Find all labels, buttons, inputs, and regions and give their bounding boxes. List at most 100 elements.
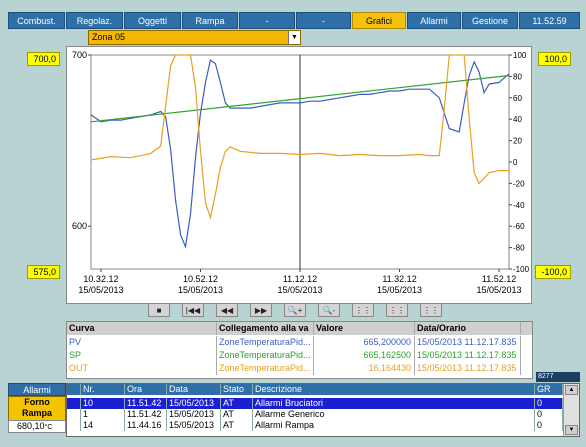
legend-curva: PV: [67, 336, 217, 349]
move-axis-button[interactable]: ⋮⋮: [386, 303, 408, 317]
alarm-ora: 11.51.42: [125, 409, 167, 420]
alarm-header-gr[interactable]: GR: [535, 384, 563, 395]
x-tick-date: 15/05/2013: [377, 285, 422, 295]
forward-button[interactable]: ▶▶: [250, 303, 272, 317]
alarm-header-descrizione[interactable]: Descrizione: [253, 384, 535, 395]
legend-header-time[interactable]: Data/Orario: [415, 322, 521, 335]
legend-value: 665,200000: [314, 336, 415, 349]
scroll-down-icon[interactable]: ▼: [565, 425, 578, 435]
alarm-descrizione: Allarmi Bruciatori: [253, 398, 535, 409]
alarm-header-ora[interactable]: Ora: [125, 384, 167, 395]
legend-value: 16,164430: [314, 362, 415, 375]
x-tick-date: 15/05/2013: [78, 285, 123, 295]
alarm-header-flag: [67, 384, 81, 395]
left-tick-label: 700: [72, 50, 87, 60]
alarm-header-row: Nr. Ora Data Stato Descrizione GR: [67, 384, 563, 395]
alarm-row[interactable]: 10 11.51.42 15/05/2013 AT Allarmi Brucia…: [67, 398, 563, 409]
tab-gestione[interactable]: Gestione: [462, 12, 518, 29]
tab-allarmi[interactable]: Allarmi: [407, 12, 461, 29]
x-tick-time: 11.52.12: [482, 274, 516, 284]
legend-header-curva[interactable]: Curva: [67, 322, 217, 335]
tab-combust[interactable]: Combust.: [8, 12, 65, 29]
right-tick-label: 60: [513, 94, 522, 103]
alarm-row[interactable]: 14 11.44.16 15/05/2013 AT Allarmi Rampa …: [67, 420, 563, 431]
alarm-nr: 1: [81, 409, 125, 420]
furnace-temp-unit: °C: [44, 424, 53, 431]
alarm-stato: AT: [221, 398, 253, 409]
series-line-pv: [90, 59, 510, 249]
right-tick-label: -80: [513, 244, 525, 253]
curve-legend-table: Curva Collegamento alla va Valore Data/O…: [66, 321, 533, 379]
legend-header-value[interactable]: Valore: [314, 322, 415, 335]
zone-dropdown[interactable]: Zona 05 ▼: [88, 30, 301, 45]
alarm-scrollbar[interactable]: ▲ ▼: [563, 384, 579, 436]
legend-link: ZoneTemperaturaPid...: [217, 336, 314, 349]
first-button[interactable]: |◀◀: [182, 303, 204, 317]
tab-empty-1[interactable]: -: [239, 12, 295, 29]
alarm-header-stato[interactable]: Stato: [221, 384, 253, 395]
right-tick-label: -100: [513, 265, 530, 274]
tab-grafici[interactable]: Grafici: [352, 12, 406, 29]
legend-header-link[interactable]: Collegamento alla va: [217, 322, 314, 335]
series-line-sp: [90, 74, 510, 123]
x-tick-time: 11.32.12: [382, 274, 416, 284]
x-tick-time: 11.12.12: [283, 274, 317, 284]
right-axis-max-box[interactable]: 100,0: [538, 52, 571, 66]
legend-curva: OUT: [67, 362, 217, 375]
ramp-label: Rampa: [21, 408, 52, 418]
left-axis-min-box[interactable]: 575,0: [27, 265, 60, 279]
trend-chart-svg: 700 600 100 80 60 40 20 0 -20 -40 -60 -80 -100 10.32.…: [72, 50, 530, 295]
alarm-tab-button[interactable]: Allarmi: [8, 383, 66, 396]
legend-header-row: Curva Collegamento alla va Valore Data/O…: [67, 322, 532, 335]
right-tick-label: -20: [513, 179, 525, 188]
tab-oggetti[interactable]: Oggetti: [124, 12, 181, 29]
alarm-flag: [67, 420, 81, 431]
right-axis-min-box[interactable]: -100,0: [535, 265, 571, 279]
back-button[interactable]: ◀◀: [216, 303, 238, 317]
right-tick-label: 80: [513, 72, 522, 81]
legend-row-sp[interactable]: SP ZoneTemperaturaPid... 665,162500 15/0…: [67, 349, 532, 362]
ruler-button[interactable]: ⋮⋮: [352, 303, 374, 317]
tab-regolaz[interactable]: Regolaz.: [66, 12, 123, 29]
trend-chart[interactable]: 700 600 100 80 60 40 20 0 -20 -40 -60 -80 -100 10.32.…: [66, 46, 532, 304]
right-tick-label: 40: [513, 115, 522, 124]
alarm-data: 15/05/2013: [167, 398, 221, 409]
tab-empty-2[interactable]: -: [296, 12, 351, 29]
alarm-header-nr[interactable]: Nr.: [81, 384, 125, 395]
furnace-temperature: 680,10°C: [8, 420, 66, 433]
alarm-data: 15/05/2013: [167, 420, 221, 431]
alarm-flag: [67, 398, 81, 409]
legend-row-pv[interactable]: PV ZoneTemperaturaPid... 665,200000 15/0…: [67, 336, 532, 349]
zoom-in-button[interactable]: 🔍+: [284, 303, 306, 317]
legend-row-out[interactable]: OUT ZoneTemperaturaPid... 16,164430 15/0…: [67, 362, 532, 375]
stop-button[interactable]: ■: [148, 303, 170, 317]
top-tab-bar: Combust. Regolaz. Oggetti Rampa - - Graf…: [8, 12, 580, 29]
alarm-stato: AT: [221, 409, 253, 420]
tab-rampa[interactable]: Rampa: [182, 12, 238, 29]
scroll-up-icon[interactable]: ▲: [565, 385, 578, 395]
legend-curva: SP: [67, 349, 217, 362]
alarm-ora: 11.51.42: [125, 398, 167, 409]
alarm-gr: 0: [535, 420, 563, 431]
x-tick-date: 15/05/2013: [178, 285, 223, 295]
left-axis-max-box[interactable]: 700,0: [27, 52, 60, 66]
alarm-row[interactable]: 1 11.51.42 15/05/2013 AT Allarme Generic…: [67, 409, 563, 420]
right-tick-label: -40: [513, 201, 525, 210]
alarm-flag: [67, 409, 81, 420]
x-tick-date: 15/05/2013: [277, 285, 322, 295]
legend-time: 15/05/2013 11.12.17.835: [415, 349, 521, 362]
alarm-gr: 0: [535, 398, 563, 409]
legend-link: ZoneTemperaturaPid...: [217, 349, 314, 362]
chevron-down-icon[interactable]: ▼: [288, 31, 300, 44]
zoom-out-button[interactable]: 🔍-: [318, 303, 340, 317]
right-tick-label: 0: [513, 158, 518, 167]
right-tick-label: -60: [513, 222, 525, 231]
x-tick-time: 10.52.12: [183, 274, 218, 284]
legend-time: 15/05/2013 11.12.17.835: [415, 362, 521, 375]
furnace-temp-value: 680,10: [17, 421, 45, 431]
settings-button[interactable]: ⋮⋮: [420, 303, 442, 317]
left-tick-label: 600: [72, 221, 87, 231]
alarm-nr: 14: [81, 420, 125, 431]
alarm-header-data[interactable]: Data: [167, 384, 221, 395]
